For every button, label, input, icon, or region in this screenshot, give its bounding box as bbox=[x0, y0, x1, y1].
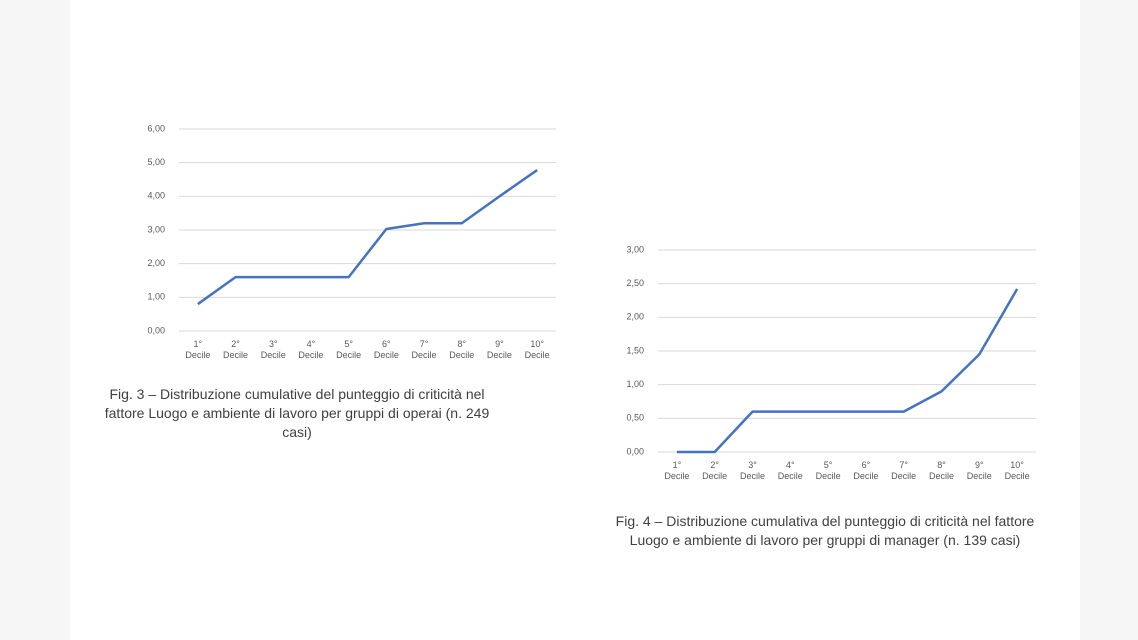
x-tick-label: 1° Decile bbox=[185, 339, 211, 360]
x-tick-label: 8° Decile bbox=[449, 339, 475, 360]
y-tick-label: 3,00 bbox=[147, 224, 165, 234]
y-tick-label: 3,00 bbox=[626, 244, 644, 254]
y-tick-label: 6,00 bbox=[147, 123, 165, 133]
y-tick-label: 1,50 bbox=[626, 345, 644, 355]
data-line bbox=[197, 169, 538, 306]
y-tick-label: 4,00 bbox=[147, 191, 165, 201]
x-tick-label: 10° Decile bbox=[524, 339, 550, 360]
x-tick-label: 3° Decile bbox=[739, 460, 765, 481]
y-tick-label: 1,00 bbox=[147, 292, 165, 302]
x-tick-label: 6° Decile bbox=[853, 460, 879, 481]
x-tick-label: 8° Decile bbox=[928, 460, 954, 481]
x-tick-label: 9° Decile bbox=[486, 339, 512, 360]
y-tick-label: 5,00 bbox=[147, 157, 165, 167]
x-tick-label: 4° Decile bbox=[298, 339, 324, 360]
x-tick-label: 1° Decile bbox=[664, 460, 690, 481]
x-tick-label: 2° Decile bbox=[702, 460, 728, 481]
y-tick-label: 2,00 bbox=[626, 312, 644, 322]
y-tick-label: 2,00 bbox=[147, 258, 165, 268]
x-tick-label: 3° Decile bbox=[260, 339, 286, 360]
x-tick-label: 7° Decile bbox=[411, 339, 437, 360]
data-line bbox=[676, 288, 1019, 454]
x-tick-label: 10° Decile bbox=[1004, 460, 1030, 481]
x-tick-label: 2° Decile bbox=[223, 339, 249, 360]
x-tick-label: 6° Decile bbox=[373, 339, 399, 360]
figure-caption: Fig. 3 – Distribuzione cumulative del pu… bbox=[104, 386, 490, 440]
x-tick-label: 4° Decile bbox=[777, 460, 803, 481]
x-tick-label: 5° Decile bbox=[336, 339, 362, 360]
x-tick-label: 5° Decile bbox=[815, 460, 841, 481]
y-tick-label: 1,00 bbox=[626, 379, 644, 389]
x-tick-label: 9° Decile bbox=[966, 460, 992, 481]
y-tick-label: 0,00 bbox=[147, 325, 165, 335]
figure-caption: Fig. 4 – Distribuzione cumulativa del pu… bbox=[615, 513, 1035, 548]
y-tick-label: 0,50 bbox=[626, 413, 644, 423]
x-tick-label: 7° Decile bbox=[891, 460, 917, 481]
y-tick-label: 2,50 bbox=[626, 278, 644, 288]
background-panel bbox=[70, 0, 1080, 640]
y-tick-label: 0,00 bbox=[626, 446, 644, 456]
